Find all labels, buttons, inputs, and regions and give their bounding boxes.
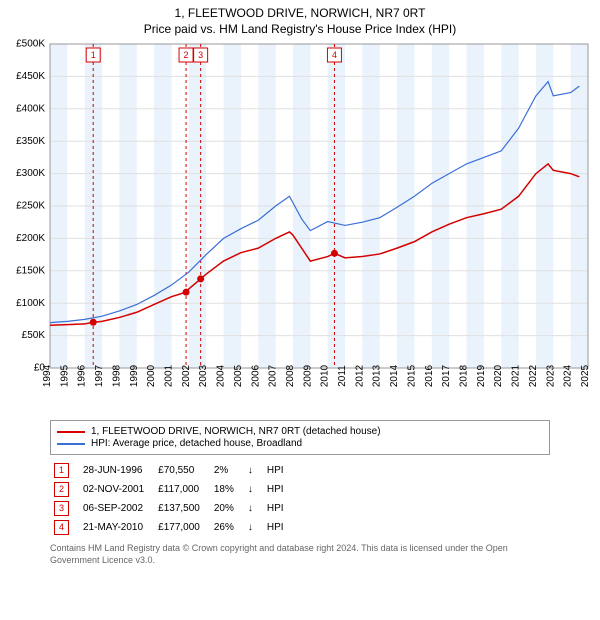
- svg-text:1: 1: [91, 50, 96, 60]
- sale-hpi: HPI: [263, 461, 294, 480]
- sale-marker: 3: [54, 501, 69, 516]
- svg-text:£200K: £200K: [16, 233, 45, 244]
- svg-text:2002: 2002: [181, 364, 192, 387]
- sale-dir: ↓: [244, 499, 263, 518]
- sale-price: £70,550: [154, 461, 210, 480]
- sale-price: £117,000: [154, 480, 210, 499]
- svg-text:2018: 2018: [459, 364, 470, 387]
- svg-text:2016: 2016: [424, 364, 435, 387]
- sale-date: 21-MAY-2010: [79, 518, 154, 537]
- svg-text:2025: 2025: [580, 364, 591, 387]
- sale-date: 06-SEP-2002: [79, 499, 154, 518]
- svg-text:2022: 2022: [528, 364, 539, 387]
- svg-text:2007: 2007: [268, 364, 279, 387]
- svg-text:1996: 1996: [77, 364, 88, 387]
- sale-date: 02-NOV-2001: [79, 480, 154, 499]
- svg-text:2017: 2017: [441, 364, 452, 387]
- sale-marker: 1: [54, 463, 69, 478]
- sale-date: 28-JUN-1996: [79, 461, 154, 480]
- chart-title-address: 1, FLEETWOOD DRIVE, NORWICH, NR7 0RT: [0, 6, 600, 20]
- svg-text:£250K: £250K: [16, 201, 45, 212]
- svg-text:2010: 2010: [320, 364, 331, 387]
- svg-text:2009: 2009: [302, 364, 313, 387]
- svg-text:2019: 2019: [476, 364, 487, 387]
- sale-hpi: HPI: [263, 480, 294, 499]
- sales-table: 128-JUN-1996£70,5502%↓HPI202-NOV-2001£11…: [50, 461, 294, 537]
- sale-pct: 20%: [210, 499, 244, 518]
- svg-text:£400K: £400K: [16, 103, 45, 114]
- table-row: 1 28-JUN-1996£70,5502%↓HPI: [50, 461, 294, 480]
- svg-text:£50K: £50K: [22, 330, 46, 341]
- sale-pct: 2%: [210, 461, 244, 480]
- svg-text:2020: 2020: [493, 364, 504, 387]
- svg-text:£300K: £300K: [16, 168, 45, 179]
- legend-swatch: [57, 443, 85, 445]
- svg-text:2000: 2000: [146, 364, 157, 387]
- svg-text:1997: 1997: [94, 364, 105, 387]
- sale-pct: 18%: [210, 480, 244, 499]
- legend-item: HPI: Average price, detached house, Broa…: [57, 438, 543, 449]
- legend-item: 1, FLEETWOOD DRIVE, NORWICH, NR7 0RT (de…: [57, 426, 543, 437]
- svg-text:2021: 2021: [511, 364, 522, 387]
- sale-hpi: HPI: [263, 518, 294, 537]
- svg-text:2005: 2005: [233, 364, 244, 387]
- svg-text:2001: 2001: [163, 364, 174, 387]
- svg-text:£500K: £500K: [16, 39, 45, 50]
- legend-label: 1, FLEETWOOD DRIVE, NORWICH, NR7 0RT (de…: [91, 426, 381, 437]
- sale-hpi: HPI: [263, 499, 294, 518]
- svg-text:2015: 2015: [406, 364, 417, 387]
- svg-text:2024: 2024: [563, 364, 574, 387]
- table-row: 3 06-SEP-2002£137,50020%↓HPI: [50, 499, 294, 518]
- sale-marker: 4: [54, 520, 69, 535]
- legend-swatch: [57, 431, 85, 433]
- legend: 1, FLEETWOOD DRIVE, NORWICH, NR7 0RT (de…: [50, 420, 550, 455]
- legend-label: HPI: Average price, detached house, Broa…: [91, 438, 302, 449]
- sale-marker: 2: [54, 482, 69, 497]
- chart-svg: £0£50K£100K£150K£200K£250K£300K£350K£400…: [0, 36, 600, 416]
- svg-text:1998: 1998: [111, 364, 122, 387]
- svg-text:4: 4: [332, 50, 337, 60]
- svg-text:2012: 2012: [354, 364, 365, 387]
- svg-text:£450K: £450K: [16, 71, 45, 82]
- chart-title-desc: Price paid vs. HM Land Registry's House …: [0, 22, 600, 36]
- svg-text:£100K: £100K: [16, 298, 45, 309]
- sale-price: £177,000: [154, 518, 210, 537]
- svg-text:2004: 2004: [216, 364, 227, 387]
- sale-pct: 26%: [210, 518, 244, 537]
- sale-dir: ↓: [244, 518, 263, 537]
- sale-dir: ↓: [244, 480, 263, 499]
- svg-text:1994: 1994: [42, 364, 53, 387]
- sale-dir: ↓: [244, 461, 263, 480]
- table-row: 4 21-MAY-2010£177,00026%↓HPI: [50, 518, 294, 537]
- svg-text:£150K: £150K: [16, 265, 45, 276]
- svg-text:2003: 2003: [198, 364, 209, 387]
- svg-text:1995: 1995: [59, 364, 70, 387]
- chart: £0£50K£100K£150K£200K£250K£300K£350K£400…: [0, 36, 600, 416]
- svg-text:2011: 2011: [337, 365, 348, 387]
- footnote: Contains HM Land Registry data © Crown c…: [50, 543, 550, 566]
- svg-text:2013: 2013: [372, 364, 383, 387]
- svg-text:£350K: £350K: [16, 136, 45, 147]
- svg-text:2: 2: [184, 50, 189, 60]
- svg-text:2014: 2014: [389, 364, 400, 387]
- table-row: 2 02-NOV-2001£117,00018%↓HPI: [50, 480, 294, 499]
- svg-text:1999: 1999: [129, 364, 140, 387]
- sale-price: £137,500: [154, 499, 210, 518]
- svg-text:2023: 2023: [545, 364, 556, 387]
- svg-text:2008: 2008: [285, 364, 296, 387]
- svg-text:3: 3: [198, 50, 203, 60]
- svg-text:2006: 2006: [250, 364, 261, 387]
